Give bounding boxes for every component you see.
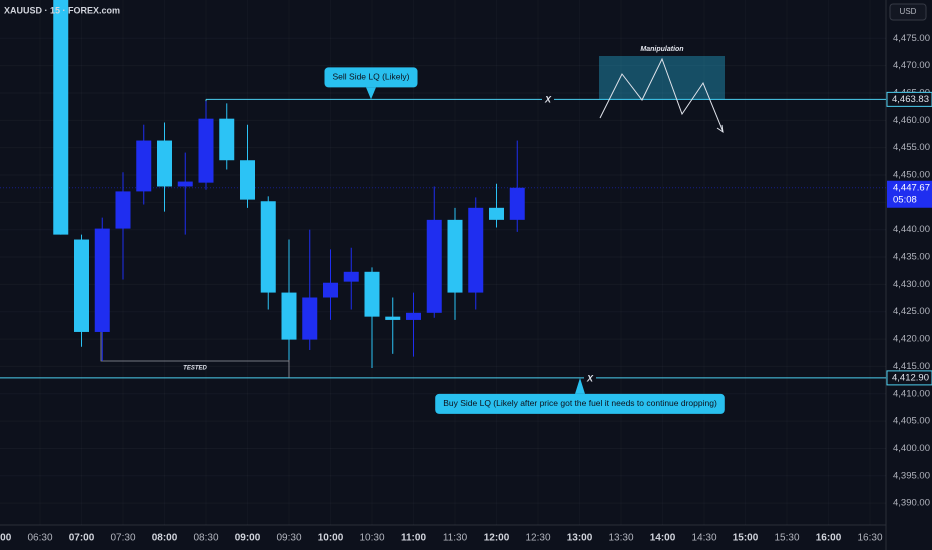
y-tick-label: 4,435.00 — [893, 252, 930, 263]
candles — [53, 0, 525, 369]
note-text: Sell Side LQ (Likely) — [332, 72, 409, 82]
candle-body — [323, 282, 338, 298]
y-tick-label: 4,410.00 — [893, 388, 930, 399]
candle-body — [281, 292, 297, 340]
last-price-label: 4,447.67 — [893, 182, 930, 193]
candle-body — [157, 140, 172, 187]
candle-body — [468, 207, 484, 293]
x-tick-label: 12:30 — [525, 533, 550, 544]
y-tick-label: 4,470.00 — [893, 60, 930, 71]
note-bubble — [435, 393, 725, 414]
manipulation-arrow — [716, 124, 724, 134]
x-tick-label: 13:30 — [608, 533, 633, 544]
candle-body — [94, 228, 110, 332]
marker-bg — [584, 371, 596, 384]
x-tick-label: 10:00 — [318, 533, 344, 544]
y-tick-label: 4,425.00 — [893, 306, 930, 317]
last-price-badge — [887, 180, 932, 208]
candle-body — [136, 140, 152, 192]
candle-body — [198, 118, 214, 183]
x-tick-label: 14:30 — [691, 533, 716, 544]
candle-body — [343, 271, 359, 282]
candle-body — [240, 160, 255, 200]
level-badge-label: 4,412.90 — [892, 372, 929, 383]
marker-bg — [542, 93, 554, 106]
x-tick-label: 16:30 — [857, 533, 882, 544]
candle-body — [364, 271, 380, 317]
axes: 4,390.00 4,395.00 4,400.00 4,405.00 4,410.00… — [0, 33, 932, 544]
y-tick-label: 4,395.00 — [893, 470, 930, 481]
y-tick-label: 4,405.00 — [893, 416, 930, 427]
x-tick-label: 13:00 — [567, 533, 593, 544]
symbol: XAUUSD · 15 · FOREX.com — [4, 5, 120, 15]
candle-body — [426, 219, 442, 313]
candle-body — [406, 312, 421, 320]
y-tick-label: 4,450.00 — [893, 170, 930, 181]
manipulation-path — [599, 57, 724, 133]
x-tick-label: 11:00 — [401, 533, 426, 544]
tested-label: TESTED — [183, 366, 207, 372]
level-badge-label: 4,463.83 — [892, 94, 929, 105]
candle-body — [74, 239, 89, 332]
note-pointer — [366, 87, 376, 100]
y-tick-label: 4,420.00 — [893, 334, 930, 345]
y-tick-label: 4,475.00 — [893, 33, 930, 44]
x-tick-label: 07:30 — [110, 533, 135, 544]
candle-body — [489, 207, 504, 220]
x-tick-label: 12:00 — [484, 533, 510, 544]
candle-body — [509, 187, 525, 220]
note-text: Buy Side LQ (Likely after price got the … — [443, 398, 717, 408]
x-tick-label: 10:30 — [359, 533, 384, 544]
candle-body — [219, 118, 235, 161]
x-tick-label: 15:00 — [733, 533, 759, 544]
y-tick-label: 4,430.00 — [893, 279, 930, 290]
y-tick-label: 4,390.00 — [893, 498, 930, 509]
note-pointer — [575, 377, 585, 394]
level-badge — [886, 370, 932, 386]
y-tick-label: 4,415.00 — [893, 361, 930, 372]
x-tick-label: 06:30 — [27, 533, 52, 544]
candle-body — [302, 297, 318, 340]
x-tick-label: 08:30 — [193, 533, 218, 544]
level-marker: X — [544, 95, 552, 105]
candle-body — [53, 0, 69, 235]
note-bubble — [324, 67, 418, 88]
x-tick-label: 08:00 — [152, 533, 178, 544]
currency-box[interactable] — [889, 3, 927, 21]
level-marker: X — [586, 373, 594, 383]
manipulation-box — [599, 56, 725, 100]
manipulation-label: Manipulation — [640, 46, 683, 53]
x-tick-label: 07:00 — [69, 533, 95, 544]
x-tick-label: 06:00 — [0, 533, 12, 544]
countdown: 05:08 — [893, 194, 917, 205]
x-tick-label: 11:30 — [443, 533, 468, 544]
y-tick-label: 4,460.00 — [893, 115, 930, 126]
x-tick-label: 09:00 — [235, 533, 261, 544]
y-tick-label: 4,400.00 — [893, 443, 930, 454]
candle-body — [385, 316, 401, 320]
currency[interactable]: USD — [900, 7, 917, 16]
candle-body — [177, 181, 193, 187]
y-tick-label: 4,455.00 — [893, 142, 930, 153]
x-tick-label: 14:00 — [650, 533, 676, 544]
level-badge — [886, 91, 932, 107]
y-tick-label: 4,440.00 — [893, 224, 930, 235]
candle-body — [260, 201, 276, 293]
x-tick-label: 16:00 — [816, 533, 842, 544]
x-tick-label: 15:30 — [774, 533, 799, 544]
candle-body — [115, 191, 131, 229]
candle-body — [447, 219, 463, 293]
x-tick-label: 09:30 — [276, 533, 301, 544]
